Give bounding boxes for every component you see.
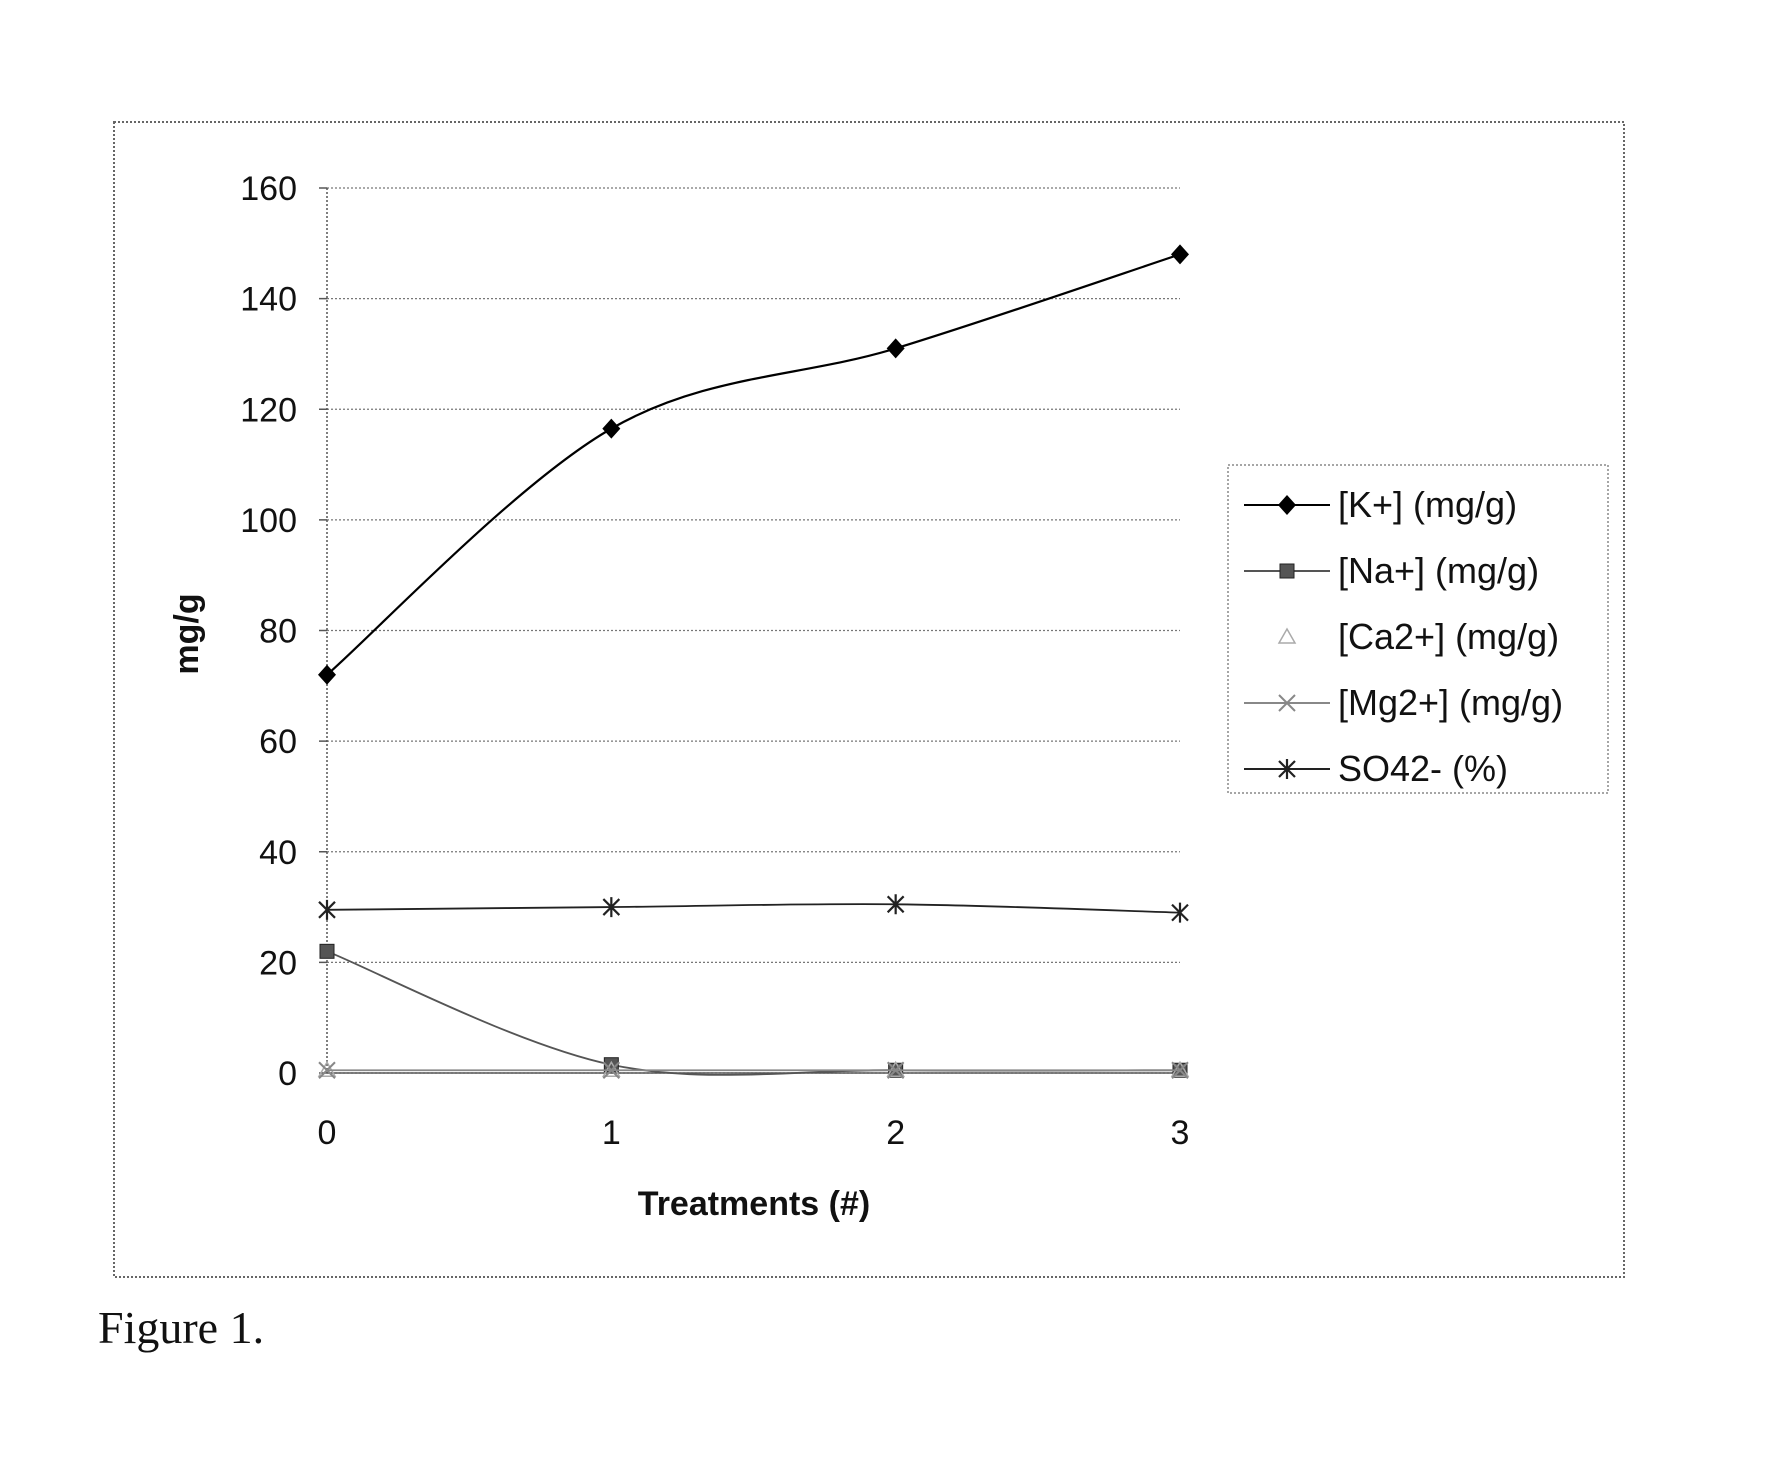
y-tick-label: 60 <box>259 723 297 761</box>
y-tick-label: 40 <box>259 834 297 872</box>
y-tick-label: 140 <box>240 281 297 319</box>
y-axis-title: mg/g <box>168 593 206 674</box>
y-tick-label: 80 <box>259 613 297 651</box>
legend-marker-na <box>1280 564 1294 578</box>
legend-label-mg: [Mg2+] (mg/g) <box>1338 682 1563 723</box>
legend: [K+] (mg/g) [Na+] (mg/g) [Ca2+] (mg/g) [Mg2… <box>1228 465 1608 793</box>
x-tick-label: 1 <box>602 1114 621 1152</box>
legend-label-k: [K+] (mg/g) <box>1338 484 1517 525</box>
legend-label-so4: SO42- (%) <box>1338 748 1508 789</box>
y-tick-label: 100 <box>240 502 297 540</box>
x-tick-label: 0 <box>318 1114 337 1152</box>
y-tick-label: 160 <box>240 170 297 208</box>
legend-label-na: [Na+] (mg/g) <box>1338 550 1539 591</box>
x-axis-title: Treatments (#) <box>638 1185 870 1223</box>
data-point-na-0 <box>320 944 334 958</box>
y-tick-label: 120 <box>240 391 297 429</box>
legend-label-ca: [Ca2+] (mg/g) <box>1338 616 1559 657</box>
x-tick-label: 2 <box>886 1114 905 1152</box>
y-tick-label: 0 <box>278 1055 297 1093</box>
y-tick-label: 20 <box>259 944 297 982</box>
x-tick-label: 3 <box>1171 1114 1190 1152</box>
figure-caption: Figure 1. <box>98 1302 264 1353</box>
